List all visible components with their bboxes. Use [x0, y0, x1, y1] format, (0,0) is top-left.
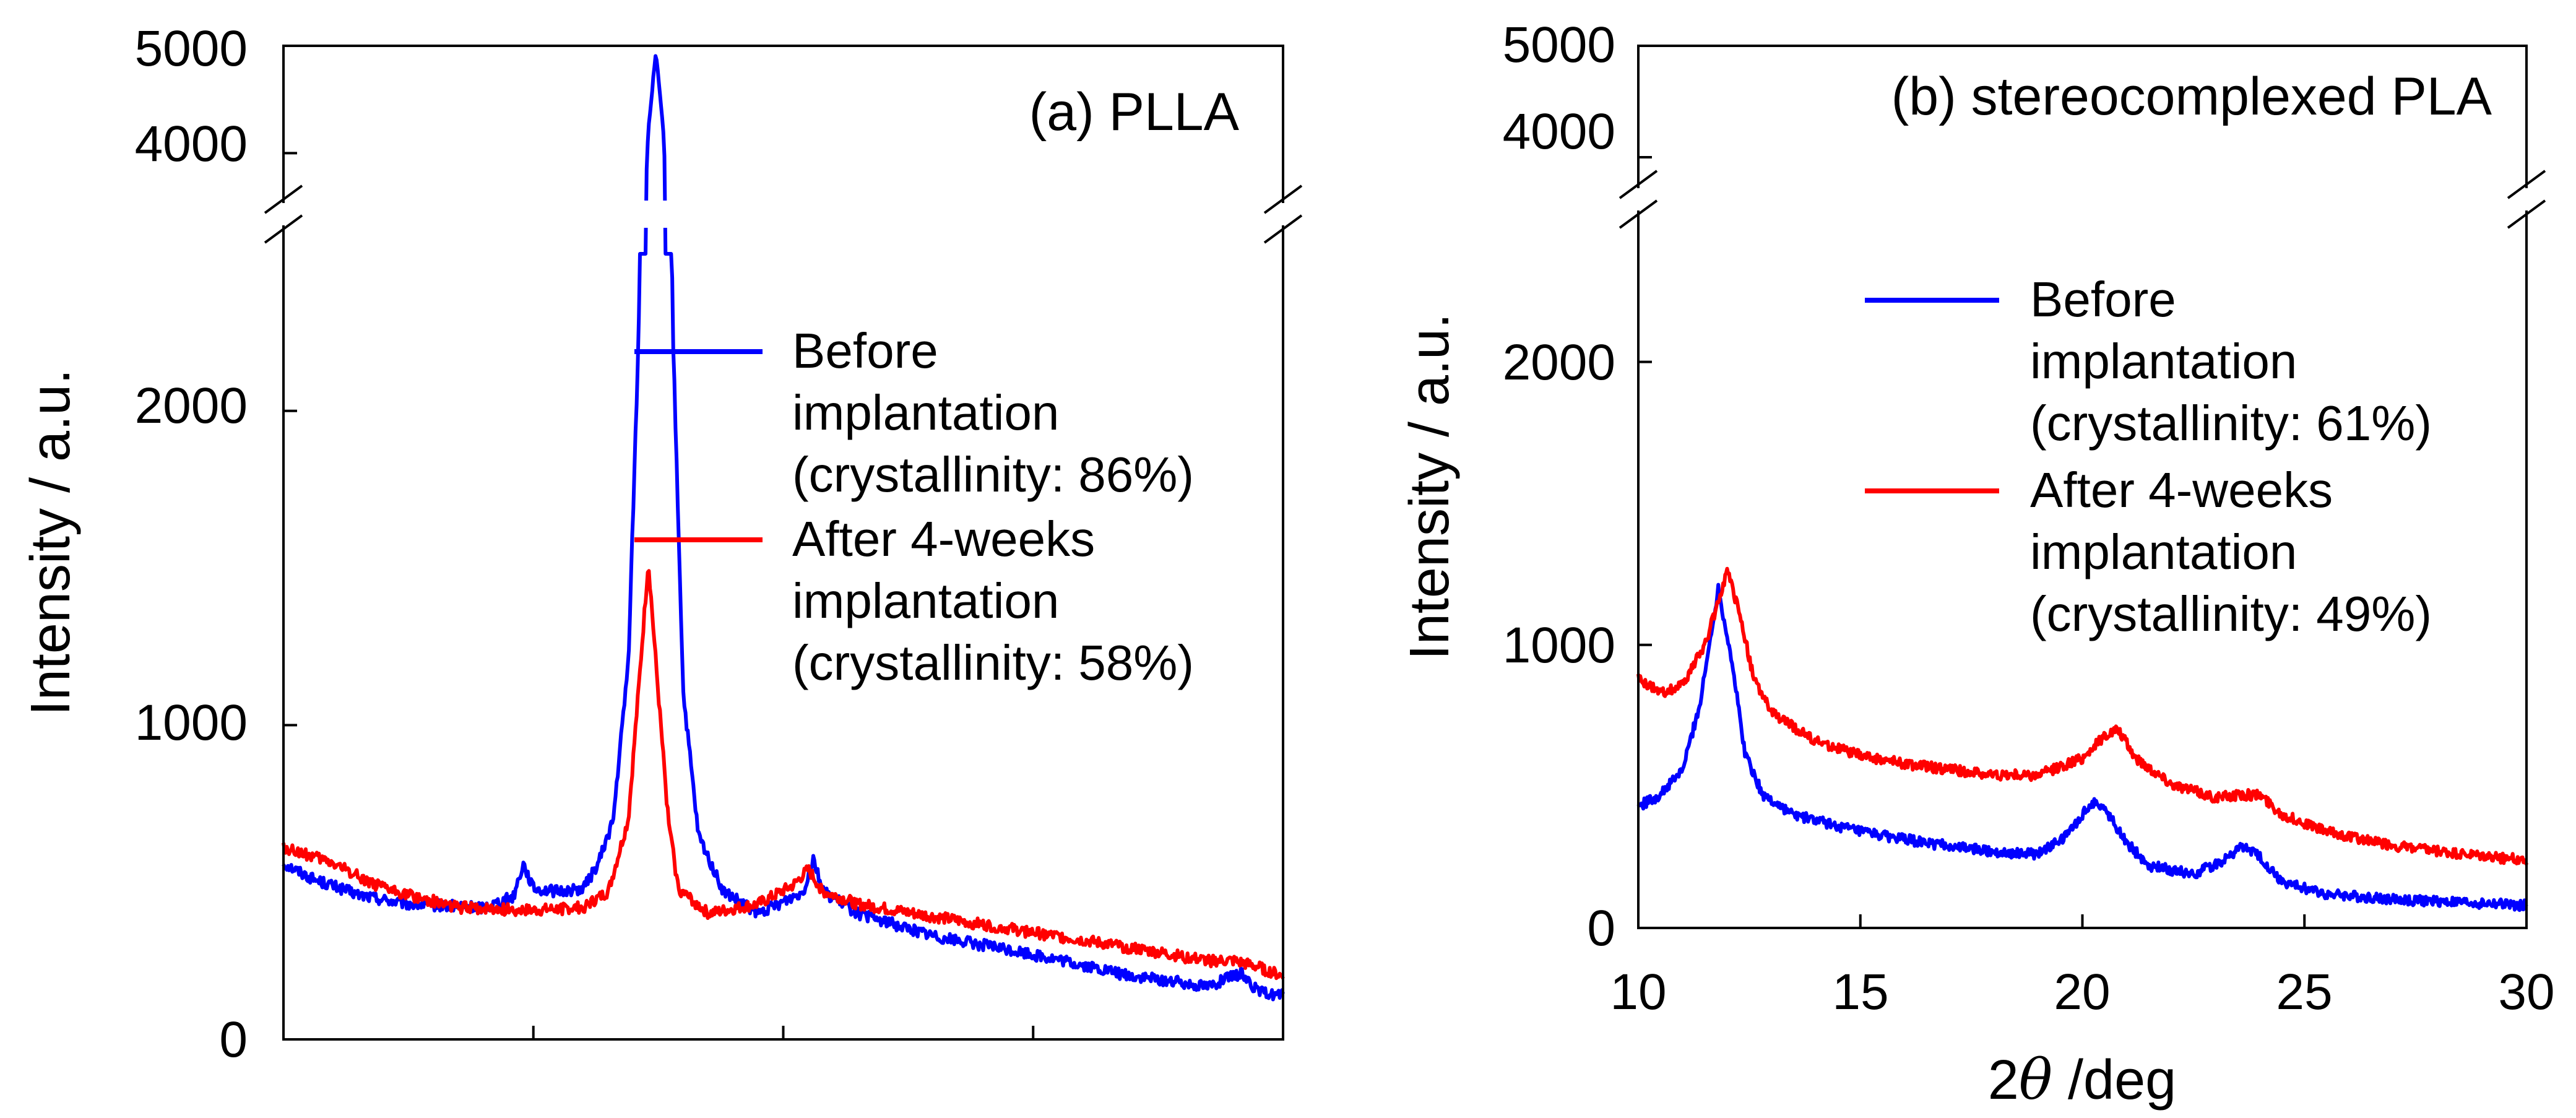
panel-b-axis-breaks [1619, 170, 2546, 229]
panel-a-ticks [282, 45, 1284, 1041]
panel-a-y-tick-label: 1000 [135, 695, 248, 751]
panel-b-x-axis-title-unit: /deg [2052, 1049, 2176, 1111]
panel-a-break-gap [277, 201, 1289, 228]
panel-b-x-tick-label: 20 [2054, 964, 2110, 1020]
panel-a-y-tick-label: 4000 [135, 116, 248, 172]
panel-b-legend: Before implantation (crystallinity: 61%)… [1865, 272, 2432, 641]
panel-b-legend-before-line1: Before [2030, 272, 2176, 327]
panel-a-legend-after-line2: implantation [792, 573, 1059, 628]
panel-a-y-axis-title: Intensity / a.u. [20, 369, 82, 716]
panel-a-axis-breaks [264, 184, 1303, 244]
panel-b-break-line [2507, 199, 2546, 229]
panel-b-label: (b) stereocomplexed PLA [1891, 67, 2492, 126]
panel-a-label: (a) PLLA [1029, 82, 1240, 142]
panel-b-legend-before-line3: (crystallinity: 61%) [2030, 396, 2432, 451]
panel-b-x-tick-label: 15 [1832, 964, 1888, 1020]
panel-a-series-before-line [282, 54, 1285, 1002]
panel-b-stereocomplexed: 0 1000 2000 4000 5000 10 15 20 25 30 Int… [1399, 17, 2555, 1112]
panel-b-legend-after-line3: (crystallinity: 49%) [2030, 586, 2432, 641]
panel-a-legend-after-line1: After 4-weeks [792, 511, 1095, 566]
panel-a-y-tick-label: 2000 [135, 378, 248, 434]
panel-a-series-group [282, 54, 1285, 1002]
panel-b-x-tick-label: 30 [2498, 964, 2554, 1020]
panel-a-y-tick-label: 5000 [135, 20, 248, 77]
panel-a-plla: 0 1000 2000 4000 5000 Intensity / a.u. (… [20, 20, 1303, 1068]
panel-a-break-gaps [277, 201, 1289, 228]
panel-b-break-gaps [1632, 186, 2533, 213]
panel-b-x-tick-label: 10 [1610, 964, 1666, 1020]
panel-b-break-line [2507, 170, 2546, 199]
panel-b-legend-after-line1: After 4-weeks [2030, 462, 2333, 518]
panel-b-break-line [1619, 199, 1658, 229]
panel-b-break-gap [1632, 186, 2533, 213]
panel-b-series-before-line [1636, 583, 2528, 912]
panel-a-break-line [1263, 214, 1303, 244]
panel-a-legend-after-line3: (crystallinity: 58%) [792, 635, 1194, 690]
panel-a-break-line [1263, 184, 1303, 214]
panel-b-x-axis-title-theta: θ [2019, 1047, 2052, 1112]
panel-b-series-after-line [1636, 566, 2528, 865]
panel-b-y-tick-label: 1000 [1503, 617, 1615, 674]
panel-b-ticks [1637, 45, 2528, 929]
panel-b-legend-before-line2: implantation [2030, 334, 2297, 389]
panel-a-break-line [264, 184, 303, 214]
panel-b-x-tick-label: 25 [2276, 964, 2332, 1020]
panel-b-x-axis-title: 2θ /deg [1988, 1047, 2176, 1112]
panel-b-x-axis-title-number: 2 [1988, 1049, 2019, 1111]
panel-a-legend-before-line2: implantation [792, 385, 1059, 440]
panel-b-y-axis-title: Intensity / a.u. [1399, 313, 1461, 660]
panel-b-y-tick-label: 0 [1587, 900, 1615, 956]
panel-b-break-line [1619, 170, 1658, 199]
panel-a-legend-before-line1: Before [792, 323, 938, 378]
panel-a-series-after-line [282, 569, 1285, 981]
panel-b-y-tick-label: 2000 [1503, 334, 1615, 391]
panel-a-y-tick-label: 0 [219, 1012, 248, 1068]
panel-a-legend: Before implantation (crystallinity: 86%)… [634, 323, 1194, 690]
panel-b-y-tick-label: 5000 [1503, 17, 1615, 73]
panel-b-series-group [1636, 566, 2528, 912]
panel-b-y-tick-label: 4000 [1503, 103, 1615, 160]
panel-b-legend-after-line2: implantation [2030, 524, 2297, 579]
panel-a-break-line [264, 214, 303, 244]
panel-a-legend-before-line3: (crystallinity: 86%) [792, 447, 1194, 502]
